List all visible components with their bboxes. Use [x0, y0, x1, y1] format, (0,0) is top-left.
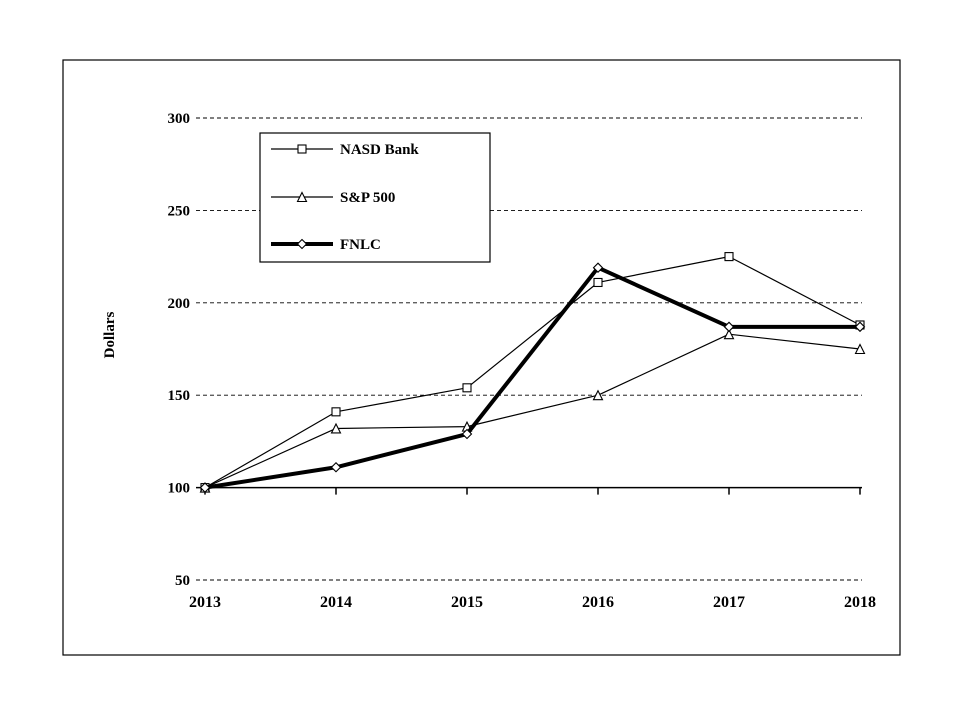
xtick-label-2015: 2015 [451, 594, 483, 611]
ytick-label-300: 300 [168, 111, 191, 127]
marker-s-p-500-2016 [592, 389, 604, 401]
ytick-label-150: 150 [168, 388, 191, 404]
marker-nasd-bank-2017 [724, 252, 734, 262]
marker-fnlc-2015 [461, 428, 473, 440]
ytick-label-250: 250 [168, 203, 191, 219]
marker-s-p-500-2017 [723, 328, 735, 340]
y-axis-title: Dollars [102, 312, 118, 359]
xtick-label-2016: 2016 [582, 594, 614, 611]
marker-fnlc-2017 [723, 321, 735, 333]
legend-label-nasd-bank: NASD Bank [340, 142, 419, 158]
marker-nasd-bank-2015 [462, 383, 472, 393]
marker-fnlc-2018 [854, 321, 866, 333]
series-line-s-p-500 [204, 333, 861, 489]
series-line-nasd-bank [204, 256, 861, 489]
xtick-label-2014: 2014 [320, 594, 352, 611]
legend-marker-nasd-bank [297, 144, 307, 154]
legend-label-s-p-500: S&P 500 [340, 190, 395, 206]
series-line-fnlc [204, 265, 860, 490]
marker-nasd-bank-2016 [593, 277, 603, 288]
marker-nasd-bank-2014 [331, 407, 341, 417]
ytick-label-100: 100 [168, 481, 191, 497]
marker-fnlc-2016 [592, 262, 604, 273]
marker-s-p-500-2014 [330, 422, 342, 434]
legend-marker-s-p-500 [296, 191, 308, 203]
marker-fnlc-2013 [199, 482, 211, 493]
marker-s-p-500-2018 [854, 343, 866, 355]
xtick-label-2017: 2017 [713, 594, 745, 611]
ytick-label-200: 200 [168, 296, 191, 312]
legend-marker-fnlc [296, 238, 308, 250]
xtick-label-2013: 2013 [189, 594, 221, 611]
xtick-label-2018: 2018 [844, 594, 876, 611]
legend-label-fnlc: FNLC [340, 237, 381, 253]
ytick-label-50: 50 [175, 573, 190, 589]
marker-fnlc-2014 [330, 461, 342, 473]
